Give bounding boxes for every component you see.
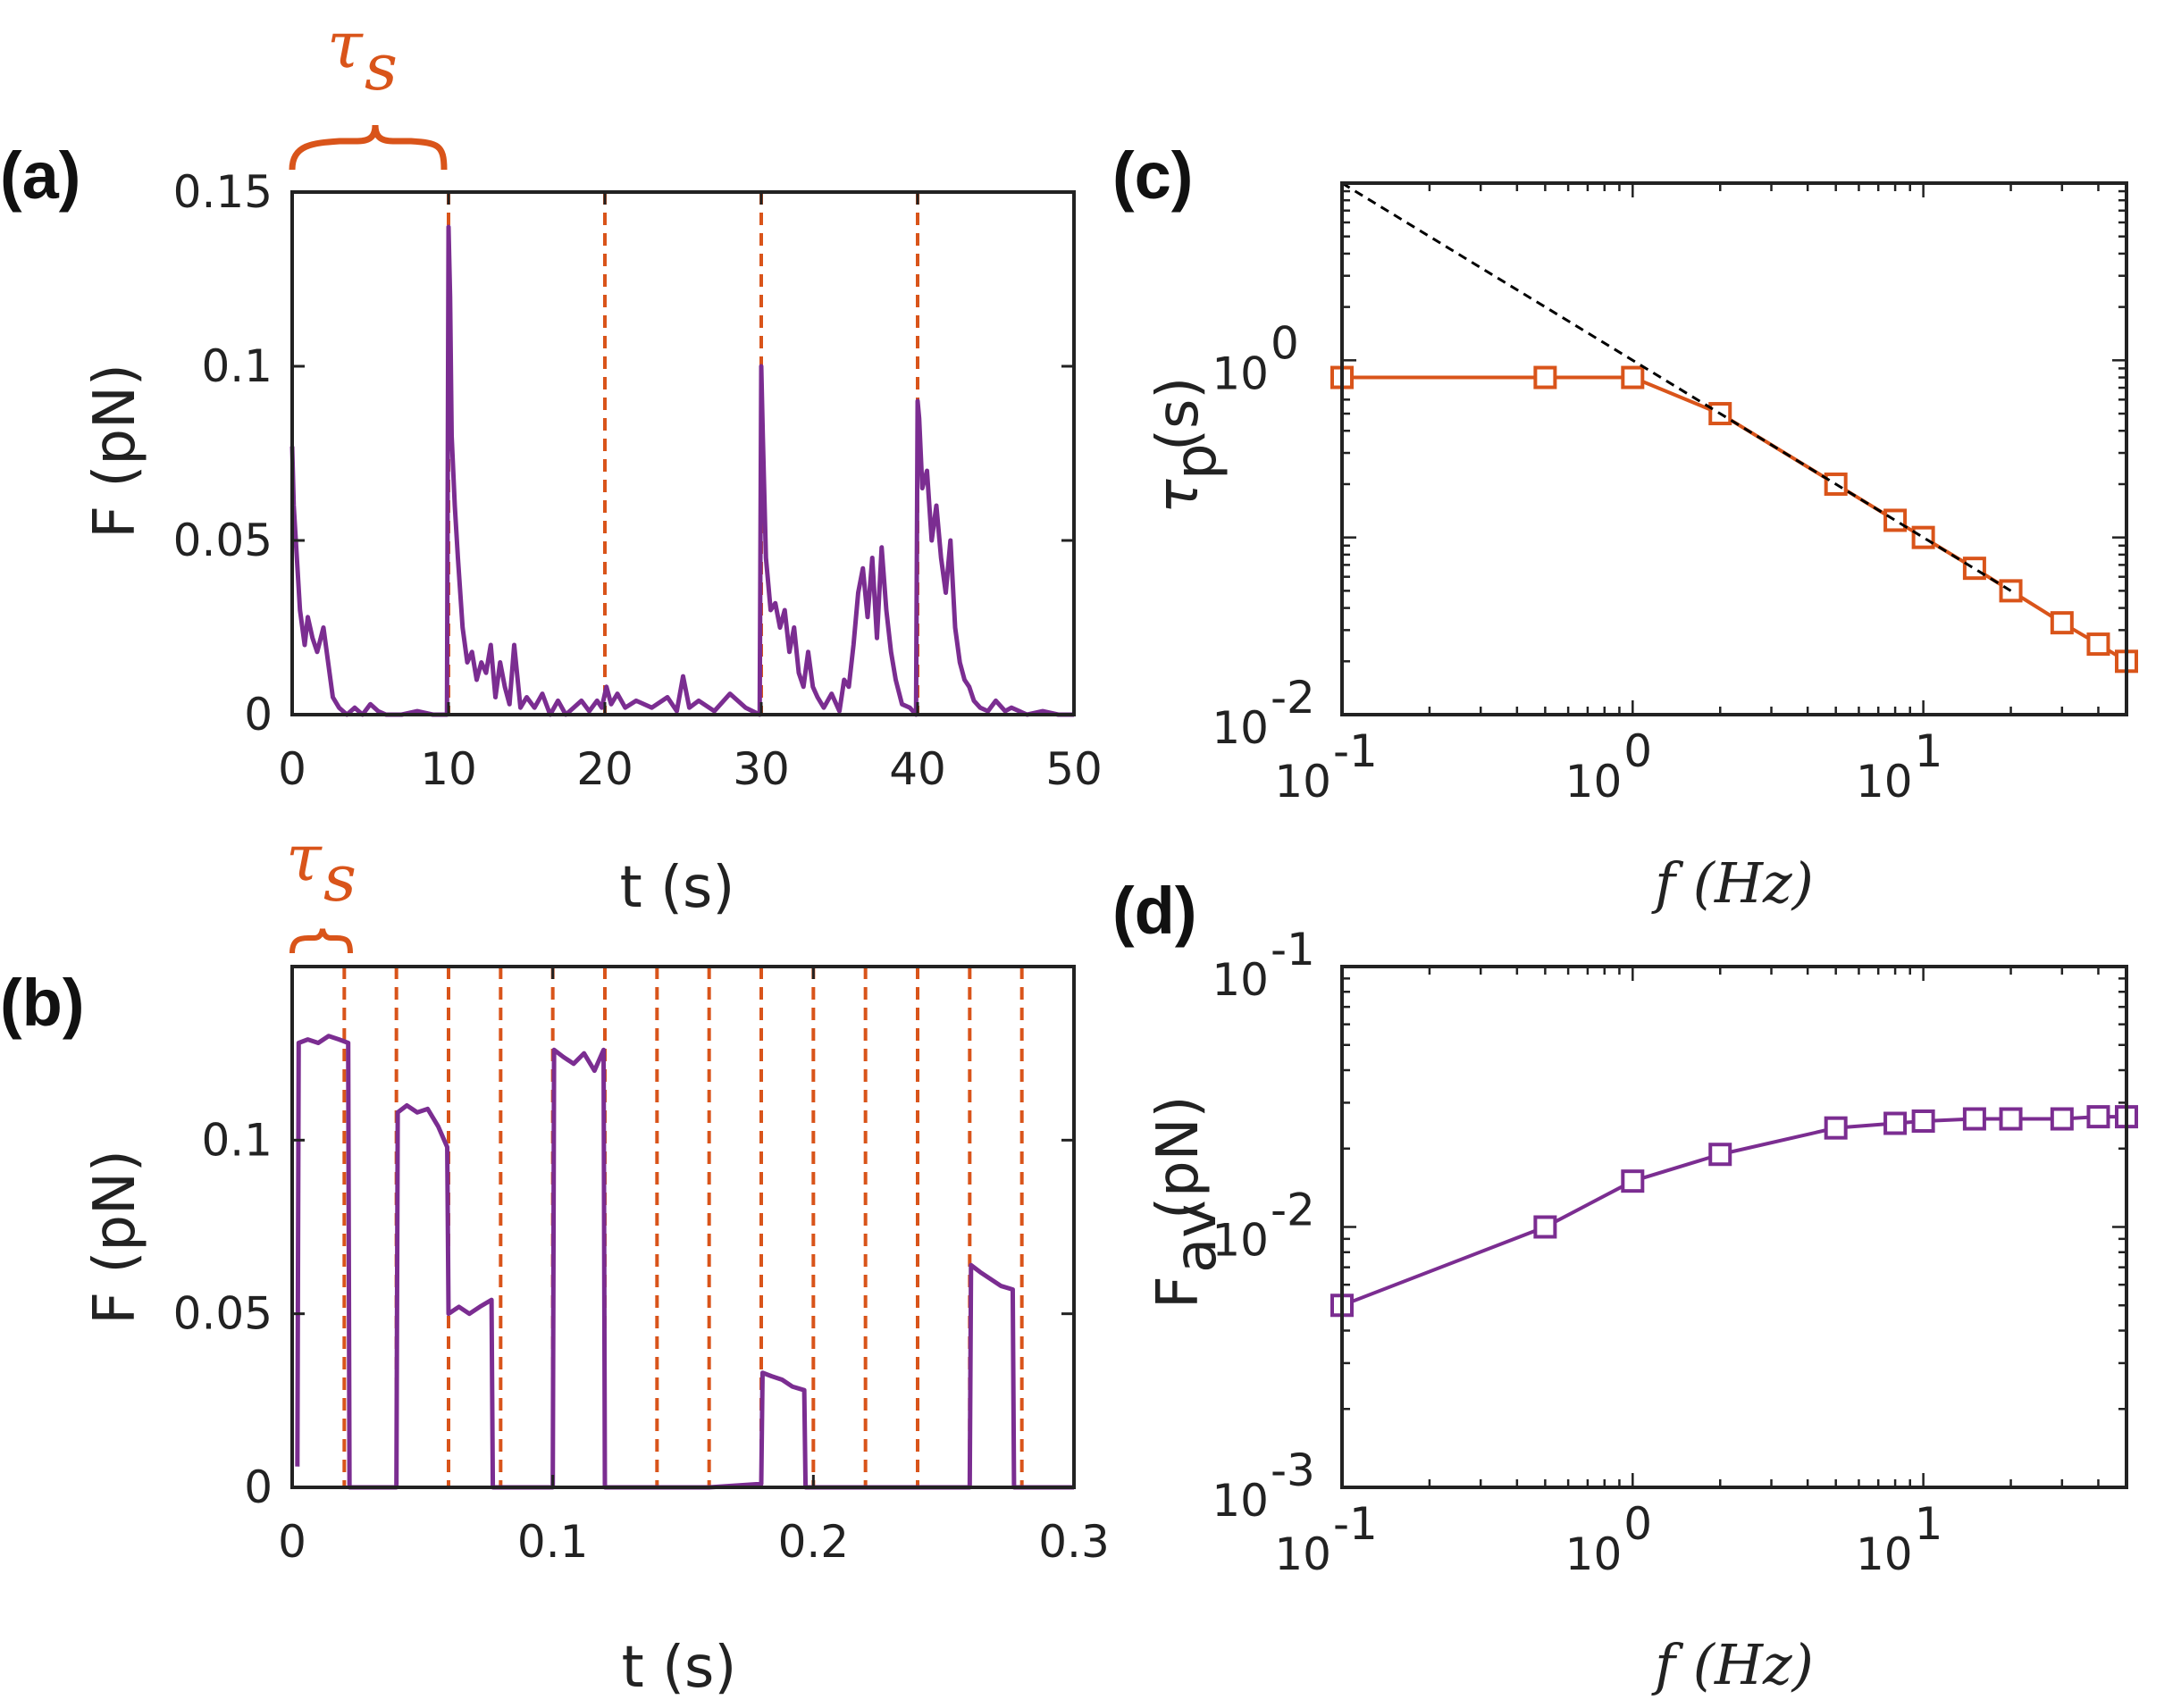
y-tick-label: 0 (244, 689, 273, 741)
y-tick-label: 0.1 (201, 340, 273, 392)
data-marker (2050, 611, 2074, 635)
data-marker (2086, 632, 2110, 657)
panel-c-ylabel-unit: (s) (1145, 377, 1212, 451)
panel-c-ylabel: τ p (s) (1145, 377, 1229, 514)
y-tick-exponent: -1 (1271, 924, 1315, 975)
tau-annotation-b: τ s (286, 820, 357, 954)
x-tick-exponent: 0 (1623, 1498, 1652, 1550)
panel-b-ylabel: F (pN) (82, 1150, 148, 1325)
x-tick-label: 10 (1565, 756, 1623, 808)
series-line-0 (1341, 1115, 2126, 1308)
data-marker (1621, 365, 1645, 389)
data-marker (1962, 1107, 1986, 1131)
x-tick-label: 40 (889, 743, 946, 795)
tau-sub-b: s (323, 841, 357, 916)
tau-annotation-a: τ s (289, 7, 448, 171)
tau-symbol-b: τ (286, 820, 323, 895)
y-tick-label: 0.15 (173, 166, 273, 218)
data-marker (1621, 1169, 1645, 1193)
data-marker (1911, 1109, 1935, 1133)
panel-c-xlabel: f (Hz) (1651, 850, 1814, 916)
x-tick-exponent: 1 (1915, 1498, 1943, 1550)
panel-d-label: (d) (1112, 874, 1197, 948)
panel-a: (a) τ s 0 10 20 30 40 50 0 0.05 0.1 0.15 t (s) F … (0, 7, 1103, 921)
y-tick-exponent: 0 (1271, 317, 1299, 369)
data-marker (2050, 1107, 2074, 1131)
plot-frame (1340, 965, 2128, 1489)
x-tick-label: 10 (1856, 1528, 1913, 1580)
panel-b: (b) τ s 0 0.1 0.2 0.3 0 0.05 0.1 t (s) F (pN) (0, 820, 1110, 1701)
y-tick-label: 10 (1212, 1215, 1269, 1267)
panel-d-ylabel-unit: (pN) (1145, 1096, 1212, 1219)
panel-b-xlabel: t (s) (622, 1635, 737, 1701)
panel-c-label: (c) (1112, 138, 1193, 213)
data-marker (1533, 365, 1557, 389)
y-tick-exponent: -2 (1271, 1185, 1315, 1236)
panel-b-label: (b) (0, 966, 85, 1040)
y-tick-label: 0 (244, 1461, 273, 1513)
data-marker (2086, 1105, 2110, 1129)
data-marker (1883, 1111, 1908, 1135)
plot-a: 0 10 20 30 40 50 0 0.05 0.1 0.15 (173, 166, 1103, 795)
data-marker (1708, 1143, 1732, 1167)
y-tick-label: 10 (1212, 347, 1269, 399)
x-tick-exponent: -1 (1333, 1498, 1378, 1550)
panel-d-xlabel: f (Hz) (1651, 1632, 1814, 1697)
panel-c-ylabel-sub: p (1163, 443, 1229, 480)
x-tick-label: 0.1 (517, 1516, 589, 1568)
tau-symbol-a: τ (327, 7, 364, 82)
data-marker (1999, 1107, 2023, 1131)
data-marker (1962, 557, 1986, 581)
x-tick-label: 0 (278, 743, 306, 795)
y-tick-label: 10 (1212, 702, 1269, 754)
x-tick-label: 30 (733, 743, 790, 795)
x-tick-label: 0.2 (778, 1516, 850, 1568)
x-tick-label: 0.3 (1038, 1516, 1110, 1568)
x-tick-exponent: 0 (1623, 725, 1652, 777)
series-line-0 (295, 1034, 1074, 1490)
y-tick-exponent: -3 (1271, 1444, 1315, 1496)
series-line-0 (1342, 375, 2128, 664)
data-marker (1883, 508, 1908, 532)
y-tick-label: 0.05 (173, 1288, 273, 1340)
panel-c-ylabel-main: τ (1145, 479, 1212, 514)
panel-a-xlabel: t (s) (620, 855, 735, 921)
tau-brace-b (289, 928, 353, 954)
series-line-0 (289, 224, 1074, 717)
x-tick-label: 50 (1045, 743, 1103, 795)
plot-frame (1340, 181, 2128, 716)
panel-a-label: (a) (0, 138, 80, 213)
y-tick-label: 0.1 (201, 1114, 273, 1166)
data-marker (1824, 1116, 1848, 1140)
data-marker (1533, 1215, 1557, 1239)
x-tick-label: 10 (1565, 1528, 1623, 1580)
plot-b: 0 0.1 0.2 0.3 0 0.05 0.1 (173, 965, 1110, 1568)
plot-frame (290, 965, 1076, 1489)
x-tick-label: 10 (1274, 1528, 1331, 1580)
x-tick-label: 10 (1274, 756, 1331, 808)
x-tick-label: 0 (278, 1516, 306, 1568)
tau-sub-a: s (365, 29, 398, 105)
y-tick-label: 10 (1212, 1475, 1269, 1527)
plot-frame (290, 190, 1076, 716)
y-tick-label: 0.05 (173, 515, 273, 566)
y-tick-exponent: -2 (1271, 672, 1315, 724)
x-tick-label: 10 (420, 743, 477, 795)
data-marker (1911, 525, 1935, 549)
x-tick-exponent: 1 (1915, 725, 1943, 777)
x-tick-exponent: -1 (1333, 725, 1378, 777)
tau-brace-a (289, 124, 448, 171)
x-tick-label: 10 (1856, 756, 1913, 808)
panel-d-ylabel-main: F (1145, 1276, 1212, 1309)
panel-d-ylabel-sub: av (1163, 1204, 1229, 1273)
y-tick-label: 10 (1212, 954, 1269, 1006)
panel-d-ylabel: F av (pN) (1145, 1096, 1229, 1309)
x-tick-label: 20 (576, 743, 633, 795)
panel-a-ylabel: F (pN) (82, 364, 148, 539)
